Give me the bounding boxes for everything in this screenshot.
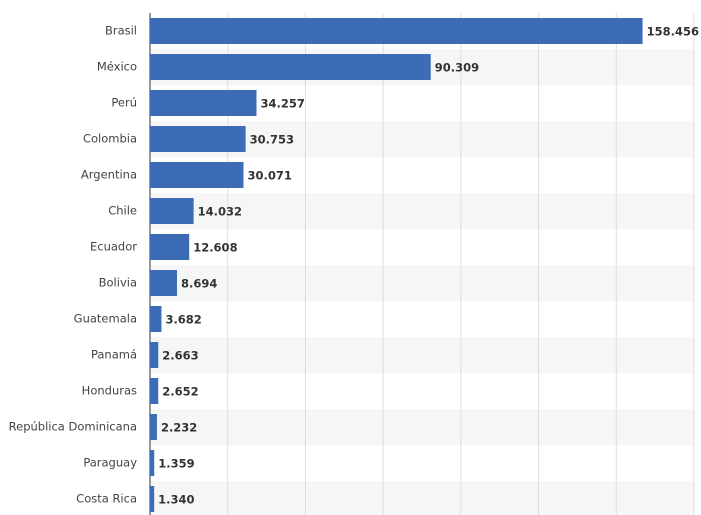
- row-band: [150, 481, 694, 515]
- value-label: 1.359: [158, 457, 194, 471]
- category-label: Guatemala: [74, 312, 137, 326]
- value-label: 34.257: [260, 97, 304, 111]
- category-label: Chile: [108, 204, 137, 218]
- bar: [150, 342, 159, 368]
- category-label: Costa Rica: [76, 492, 137, 506]
- category-label: Argentina: [81, 168, 137, 182]
- category-label: Ecuador: [90, 240, 137, 254]
- value-label: 30.753: [250, 133, 294, 147]
- category-label: Perú: [111, 96, 137, 110]
- bar: [150, 162, 244, 188]
- bar: [150, 306, 162, 332]
- row-band: [150, 265, 694, 301]
- category-label: Bolivia: [99, 276, 137, 290]
- value-label: 30.071: [247, 169, 291, 183]
- bar: [150, 126, 246, 152]
- bar: [150, 234, 190, 260]
- row-band: [150, 409, 694, 445]
- category-label: Honduras: [82, 384, 137, 398]
- bar: [150, 486, 155, 512]
- row-band: [150, 193, 694, 229]
- value-label: 8.694: [181, 277, 217, 291]
- value-label: 2.232: [161, 421, 197, 435]
- category-label: Brasil: [105, 24, 137, 38]
- row-band: [150, 337, 694, 373]
- bar: [150, 450, 155, 476]
- bar: [150, 270, 178, 296]
- category-label: República Dominicana: [9, 420, 137, 434]
- value-label: 14.032: [198, 205, 242, 219]
- category-label: Colombia: [83, 132, 137, 146]
- bar: [150, 198, 194, 224]
- value-label: 2.663: [162, 349, 198, 363]
- category-label: Panamá: [91, 348, 137, 362]
- category-label: México: [97, 60, 137, 74]
- bar: [150, 414, 157, 440]
- value-label: 3.682: [165, 313, 201, 327]
- bar: [150, 378, 159, 404]
- category-label: Paraguay: [83, 456, 137, 470]
- value-label: 158.456: [647, 25, 699, 39]
- bar: [150, 90, 257, 116]
- value-label: 2.652: [162, 385, 198, 399]
- bar: [150, 18, 643, 44]
- bar: [150, 54, 431, 80]
- value-label: 90.309: [435, 61, 479, 75]
- value-label: 1.340: [158, 493, 194, 507]
- value-label: 12.608: [193, 241, 237, 255]
